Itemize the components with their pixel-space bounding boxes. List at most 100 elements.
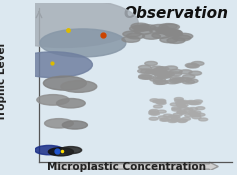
Ellipse shape [160, 37, 178, 43]
Ellipse shape [142, 33, 160, 39]
Ellipse shape [150, 112, 160, 115]
Ellipse shape [179, 104, 188, 106]
Ellipse shape [184, 108, 193, 111]
Ellipse shape [123, 31, 141, 37]
Ellipse shape [156, 28, 174, 34]
Ellipse shape [155, 70, 167, 74]
Ellipse shape [48, 148, 73, 156]
Ellipse shape [191, 61, 204, 66]
Ellipse shape [185, 79, 198, 83]
Ellipse shape [175, 99, 184, 102]
Ellipse shape [157, 100, 166, 103]
Ellipse shape [145, 61, 157, 65]
Ellipse shape [157, 110, 166, 113]
Ellipse shape [60, 147, 82, 154]
Ellipse shape [141, 69, 153, 73]
Ellipse shape [150, 71, 163, 75]
Ellipse shape [40, 29, 126, 57]
Ellipse shape [177, 120, 186, 122]
Ellipse shape [61, 81, 97, 92]
Ellipse shape [191, 114, 201, 117]
Ellipse shape [177, 111, 186, 114]
Ellipse shape [156, 80, 168, 84]
Ellipse shape [158, 72, 171, 76]
Ellipse shape [138, 65, 151, 69]
Ellipse shape [162, 72, 174, 76]
Ellipse shape [190, 113, 198, 116]
Ellipse shape [149, 110, 158, 113]
Text: Microplastic Concentration: Microplastic Concentration [47, 162, 206, 172]
Ellipse shape [164, 30, 182, 36]
Ellipse shape [169, 72, 182, 76]
Ellipse shape [153, 72, 166, 76]
Ellipse shape [57, 99, 85, 108]
Ellipse shape [154, 68, 166, 72]
Ellipse shape [171, 118, 180, 121]
Ellipse shape [173, 35, 191, 41]
Ellipse shape [157, 99, 166, 102]
Ellipse shape [134, 28, 152, 34]
Ellipse shape [149, 117, 158, 120]
Ellipse shape [174, 97, 183, 100]
Ellipse shape [179, 119, 187, 122]
Ellipse shape [182, 80, 195, 84]
Ellipse shape [159, 24, 177, 29]
Ellipse shape [130, 26, 148, 32]
Ellipse shape [191, 113, 200, 116]
Ellipse shape [150, 25, 168, 30]
Ellipse shape [170, 103, 179, 106]
Ellipse shape [162, 29, 180, 35]
Ellipse shape [199, 118, 208, 121]
Ellipse shape [192, 111, 201, 114]
Ellipse shape [196, 113, 205, 116]
Ellipse shape [138, 25, 156, 30]
Ellipse shape [165, 66, 178, 70]
Ellipse shape [178, 111, 187, 114]
Ellipse shape [189, 102, 198, 105]
Ellipse shape [153, 80, 166, 85]
Ellipse shape [154, 105, 162, 108]
FancyArrow shape [55, 162, 218, 171]
Ellipse shape [158, 74, 170, 78]
Ellipse shape [178, 105, 186, 108]
Ellipse shape [139, 75, 151, 79]
Ellipse shape [179, 70, 192, 74]
Ellipse shape [182, 117, 191, 120]
Ellipse shape [178, 101, 187, 104]
Ellipse shape [167, 38, 185, 43]
Ellipse shape [185, 114, 194, 117]
Ellipse shape [187, 64, 199, 68]
Text: Trophic Level: Trophic Level [0, 43, 7, 121]
Ellipse shape [187, 101, 196, 104]
Ellipse shape [170, 119, 179, 122]
Ellipse shape [158, 116, 167, 119]
Ellipse shape [151, 66, 164, 70]
Ellipse shape [182, 75, 195, 79]
Ellipse shape [62, 121, 87, 129]
Ellipse shape [170, 79, 182, 83]
Ellipse shape [172, 107, 181, 110]
Ellipse shape [157, 102, 166, 104]
Ellipse shape [155, 74, 167, 78]
Ellipse shape [153, 78, 166, 82]
Ellipse shape [188, 108, 197, 110]
Ellipse shape [171, 115, 180, 118]
Ellipse shape [166, 80, 179, 84]
Ellipse shape [180, 107, 189, 110]
Ellipse shape [179, 78, 191, 82]
Ellipse shape [165, 31, 183, 37]
Ellipse shape [179, 100, 188, 103]
Ellipse shape [161, 118, 170, 121]
Ellipse shape [43, 76, 87, 90]
Ellipse shape [170, 69, 182, 74]
Ellipse shape [189, 71, 201, 75]
Ellipse shape [149, 112, 158, 115]
Ellipse shape [127, 33, 145, 39]
Ellipse shape [37, 95, 69, 105]
Ellipse shape [192, 102, 201, 104]
Text: Observation: Observation [123, 6, 228, 21]
Ellipse shape [193, 100, 202, 103]
Ellipse shape [35, 145, 63, 155]
Ellipse shape [157, 28, 175, 34]
Ellipse shape [185, 63, 198, 67]
